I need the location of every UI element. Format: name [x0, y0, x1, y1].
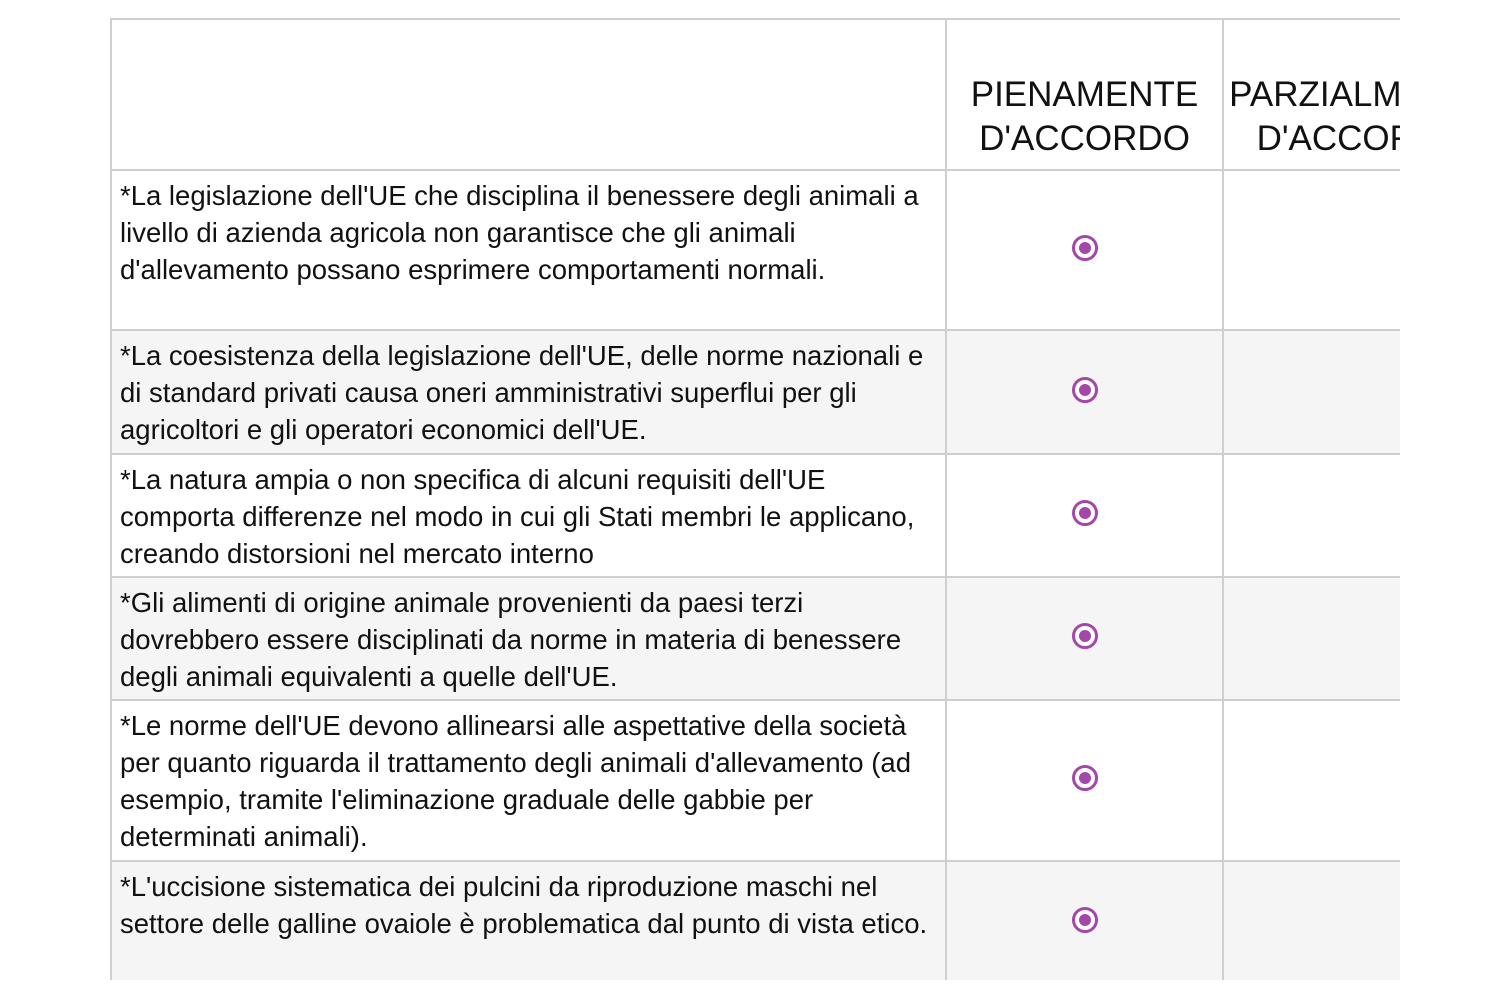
- question-text: *La natura ampia o non specifica di alcu…: [110, 453, 947, 578]
- question-text: *Gli alimenti di origine animale proveni…: [110, 576, 947, 701]
- radio-selected[interactable]: [1071, 623, 1098, 649]
- answer-cell: [945, 453, 1224, 578]
- matrix-table: PIENAMENTE D'ACCORDOPARZIALMENTE D'ACCOR…: [110, 18, 1400, 980]
- radio-selected[interactable]: [1071, 765, 1098, 791]
- question-row: *Gli alimenti di origine animale proveni…: [110, 576, 1400, 701]
- answer-cell: [1222, 329, 1400, 455]
- question-row: *La natura ampia o non specifica di alcu…: [110, 453, 1400, 578]
- answer-cell: [945, 860, 1224, 980]
- question-row: *La legislazione dell'UE che disciplina …: [110, 169, 1400, 331]
- question-text: *L'uccisione sistematica dei pulcini da …: [110, 860, 947, 980]
- column-header: PIENAMENTE D'ACCORDO: [945, 18, 1224, 171]
- answer-cell: [945, 699, 1224, 862]
- column-header: PARZIALMENTE D'ACCORDO: [1222, 18, 1400, 171]
- answer-cell: [945, 169, 1224, 331]
- answer-cell: [1222, 169, 1400, 331]
- question-text: *La legislazione dell'UE che disciplina …: [110, 169, 947, 331]
- question-row: *L'uccisione sistematica dei pulcini da …: [110, 860, 1400, 980]
- header-row: PIENAMENTE D'ACCORDOPARZIALMENTE D'ACCOR…: [110, 18, 1400, 171]
- survey-grid: PIENAMENTE D'ACCORDOPARZIALMENTE D'ACCOR…: [110, 18, 1400, 980]
- answer-cell: [945, 576, 1224, 701]
- question-row: *La coesistenza della legislazione dell'…: [110, 329, 1400, 455]
- question-text: *Le norme dell'UE devono allinearsi alle…: [110, 699, 947, 862]
- answer-cell: [1222, 453, 1400, 578]
- question-row: *Le norme dell'UE devono allinearsi alle…: [110, 699, 1400, 862]
- radio-selected[interactable]: [1071, 234, 1098, 261]
- answer-cell: [1222, 576, 1400, 701]
- empty-header: [110, 18, 947, 171]
- answer-cell: [1222, 699, 1400, 862]
- answer-cell: [945, 329, 1224, 455]
- radio-selected[interactable]: [1071, 376, 1098, 403]
- radio-selected[interactable]: [1071, 907, 1098, 933]
- radio-selected[interactable]: [1071, 500, 1098, 526]
- answer-cell: [1222, 860, 1400, 980]
- question-text: *La coesistenza della legislazione dell'…: [110, 329, 947, 455]
